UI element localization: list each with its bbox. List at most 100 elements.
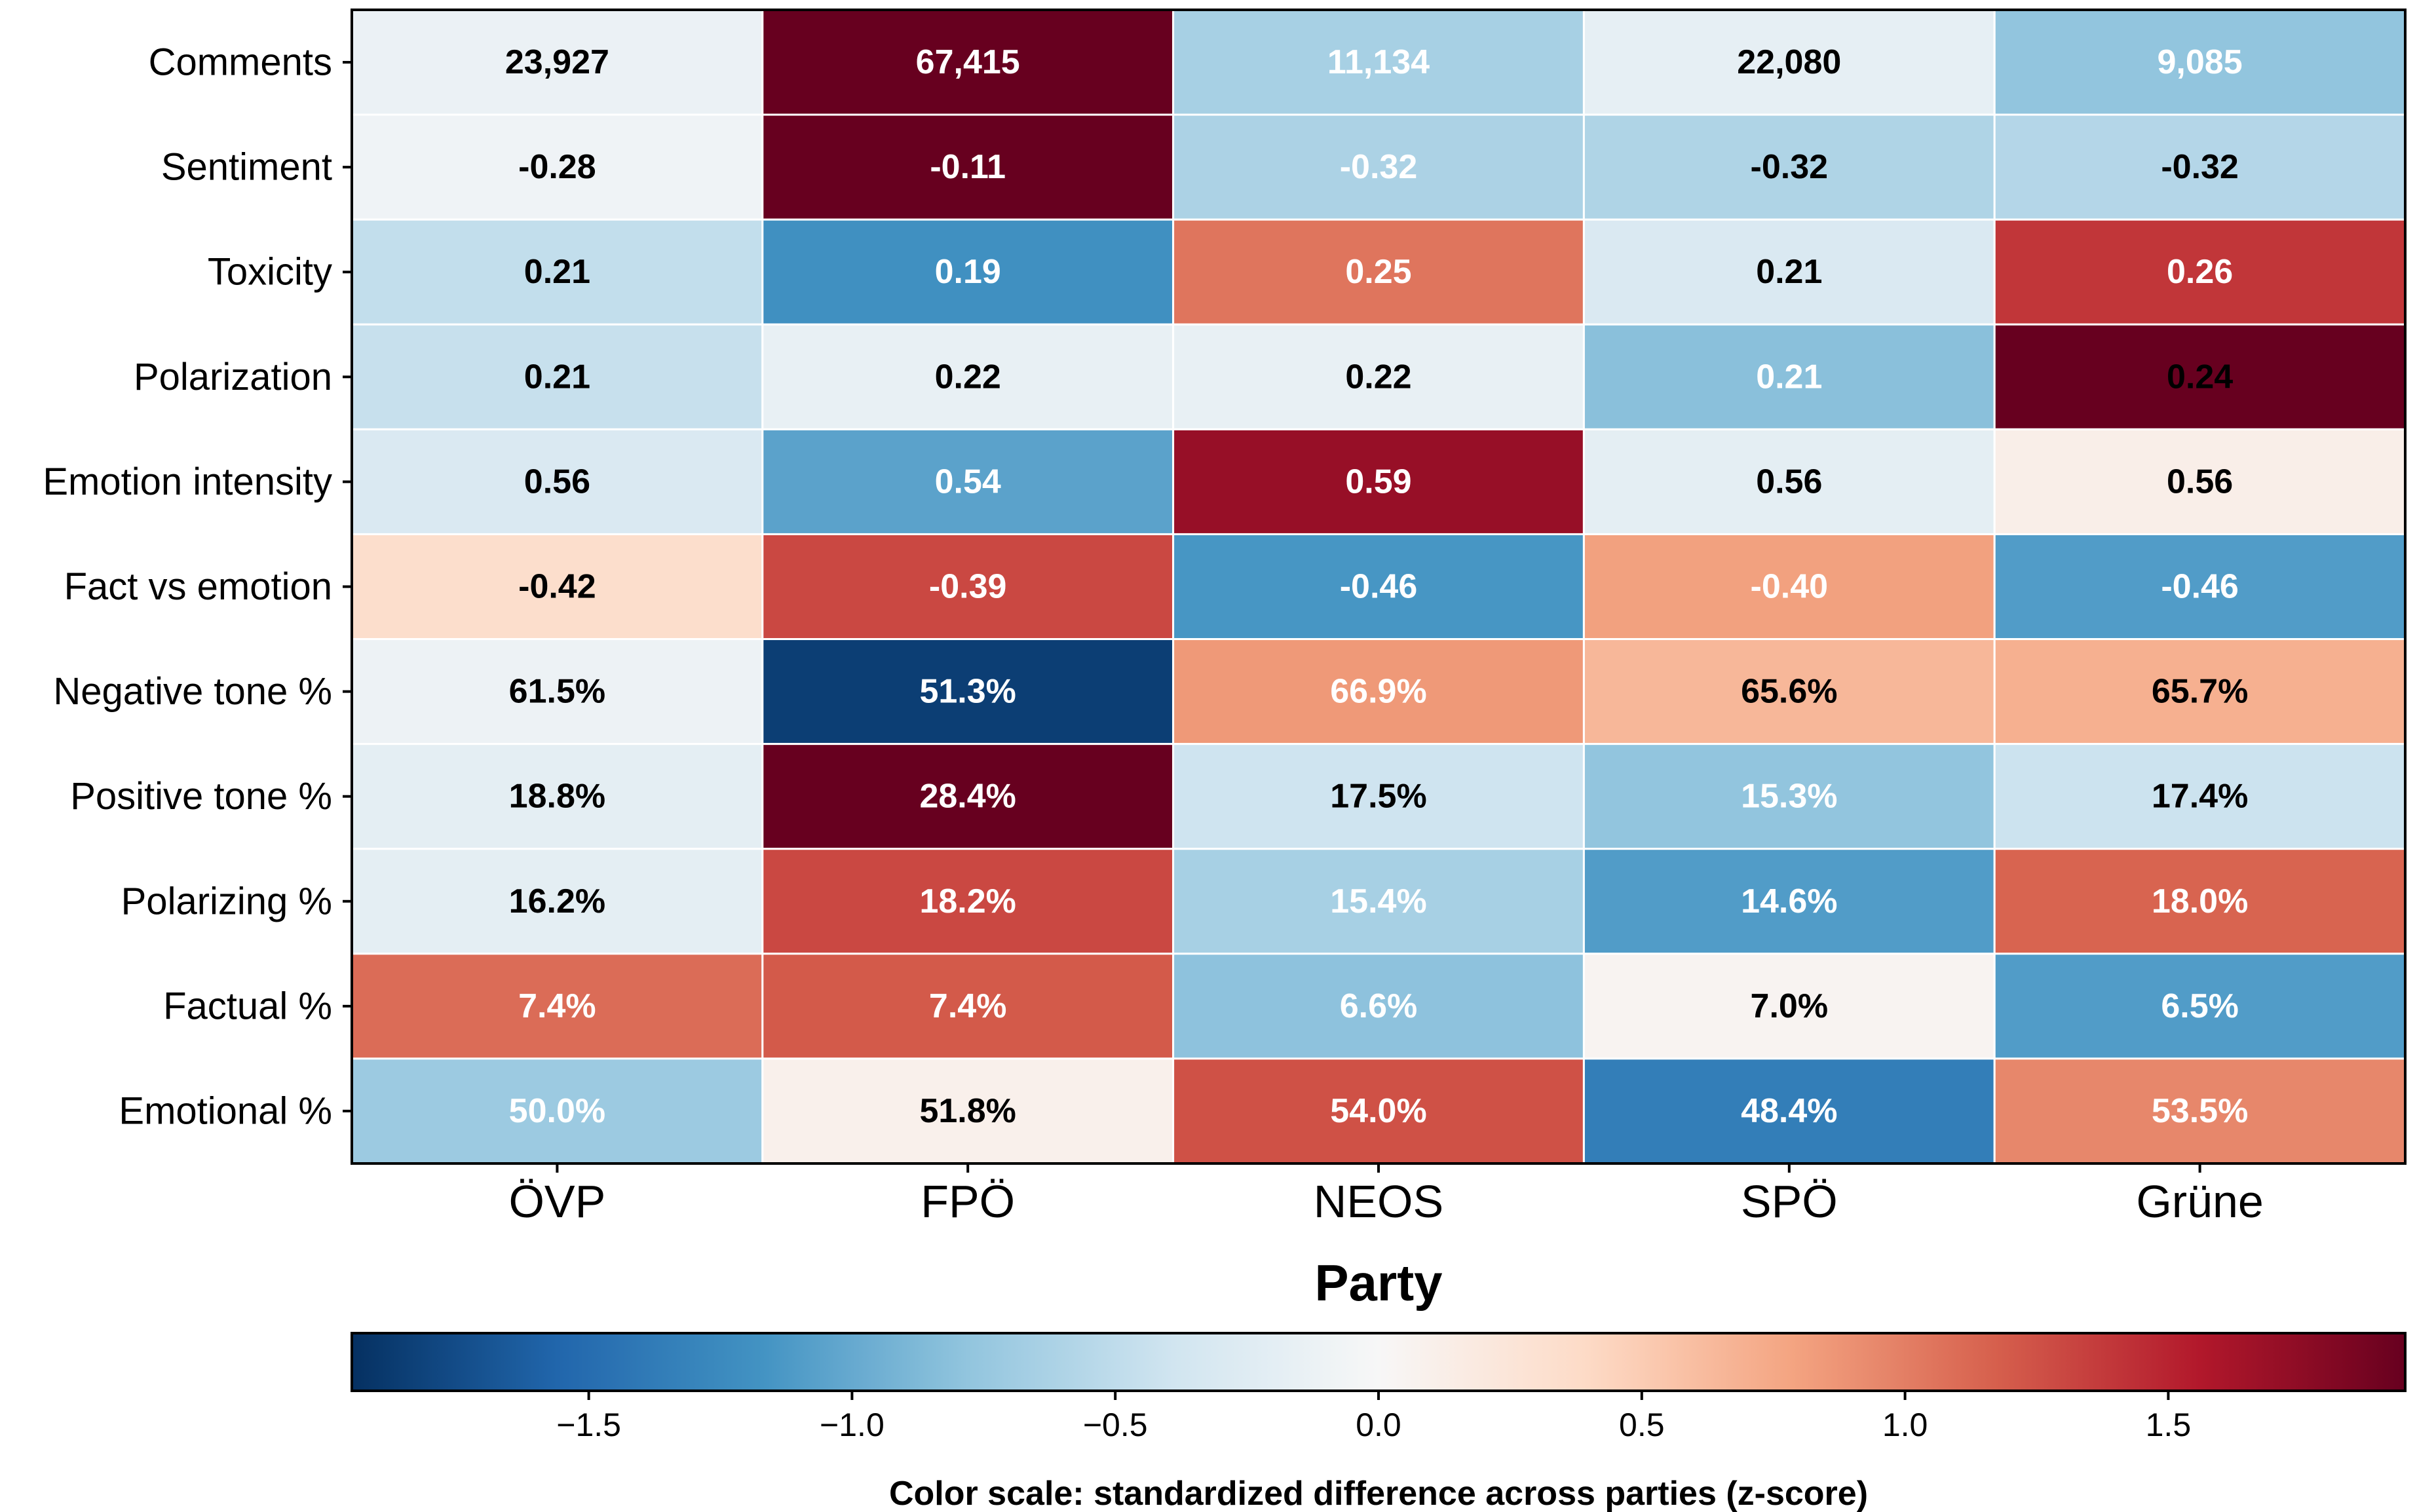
colorbar-tick-label: −0.5: [1083, 1407, 1148, 1443]
cell-value-label: 7.4%: [518, 987, 596, 1025]
x-axis-label: Party: [1314, 1254, 1442, 1312]
heatmap-cell: [761, 848, 1175, 955]
cell-value-label: 51.3%: [919, 673, 1016, 711]
x-tick-label: Grüne: [2136, 1176, 2264, 1227]
cell-value-label: 11,134: [1327, 43, 1430, 81]
cell-value-label: 17.5%: [1330, 778, 1426, 816]
y-tick-label: Comments: [149, 41, 332, 84]
cell-value-label: 22,080: [1737, 43, 1841, 81]
cell-value-label: 0.24: [2167, 358, 2233, 396]
cell-value-label: 6.5%: [2161, 987, 2239, 1025]
cell-value-label: 0.59: [1345, 463, 1411, 501]
y-tick-label: Negative tone %: [53, 670, 332, 713]
heatmap-cell: [351, 638, 764, 746]
cell-value-label: 51.8%: [919, 1092, 1016, 1130]
cell-value-label: -0.46: [2161, 568, 2239, 606]
colorbar-tick-label: 0.5: [1619, 1407, 1665, 1443]
cell-value-label: -0.46: [1340, 568, 1418, 606]
cell-value-label: 6.6%: [1340, 987, 1418, 1025]
heatmap-cell: [1993, 953, 2407, 1060]
heatmap-cell: [1582, 743, 1996, 850]
heatmap-cell: [351, 9, 764, 116]
heatmap-cell: [1582, 9, 1996, 116]
colorbar-tick-label: 1.0: [1882, 1407, 1928, 1443]
cell-value-label: 9,085: [2158, 43, 2243, 81]
cell-value-label: 14.6%: [1741, 882, 1837, 920]
y-tick-label: Emotional %: [119, 1089, 332, 1132]
cell-value-label: 0.19: [935, 253, 1001, 291]
colorbar-tick-label: −1.0: [820, 1407, 885, 1443]
y-tick-label: Toxicity: [208, 251, 332, 293]
heatmap-cell: [761, 218, 1175, 326]
cell-value-label: 66.9%: [1330, 673, 1426, 711]
heatmap-cell: [1582, 953, 1996, 1060]
cell-value-label: 18.0%: [2152, 882, 2248, 920]
cell-value-label: 7.0%: [1751, 987, 1829, 1025]
cell-value-label: -0.32: [2161, 148, 2239, 186]
colorbar-tick-label: −1.5: [556, 1407, 621, 1443]
cell-value-label: 0.56: [1756, 463, 1822, 501]
cell-value-label: -0.28: [518, 148, 596, 186]
heatmap-cell: [1172, 533, 1585, 641]
cell-value-label: 15.3%: [1741, 778, 1837, 816]
x-tick-label: FPÖ: [921, 1176, 1015, 1227]
cell-value-label: 0.56: [2167, 463, 2233, 501]
cell-value-label: 15.4%: [1330, 882, 1426, 920]
heatmap-cell: [1582, 1057, 1996, 1165]
cell-value-label: 65.7%: [2152, 673, 2248, 711]
y-tick-label: Positive tone %: [70, 775, 332, 818]
cell-value-label: -0.42: [518, 568, 596, 606]
heatmap-cell: [351, 428, 764, 535]
heatmap-cell: [1582, 218, 1996, 326]
y-tick-label: Polarization: [134, 356, 332, 398]
cell-value-label: 16.2%: [509, 882, 605, 920]
heatmap-cell: [1993, 743, 2407, 850]
x-tick-label: NEOS: [1314, 1176, 1443, 1227]
cell-value-label: 65.6%: [1741, 673, 1837, 711]
heatmap-cell: [1993, 638, 2407, 746]
cell-value-label: 48.4%: [1741, 1092, 1837, 1130]
colorbar-label: Color scale: standardized difference acr…: [889, 1475, 1868, 1512]
heatmap-cell: [1993, 9, 2407, 116]
cell-value-label: 0.54: [935, 463, 1001, 501]
heatmap-cell: [761, 953, 1175, 1060]
cell-value-label: 18.8%: [509, 778, 605, 816]
cell-value-label: 0.22: [935, 358, 1001, 396]
heatmap-cell: [351, 1057, 764, 1165]
cell-value-label: 18.2%: [919, 882, 1016, 920]
heatmap-cell: [1172, 953, 1585, 1060]
heatmap-cell: [1993, 1057, 2407, 1165]
heatmap-cell: [761, 533, 1175, 641]
cell-value-label: 0.21: [1756, 358, 1822, 396]
y-tick-label: Polarizing %: [121, 880, 332, 922]
heatmap-cell: [1993, 428, 2407, 535]
cell-value-label: -0.32: [1751, 148, 1829, 186]
colorbar-tick-label: 1.5: [2146, 1407, 2192, 1443]
cell-value-label: 61.5%: [509, 673, 605, 711]
heatmap-cell: [761, 428, 1175, 535]
cell-value-label: 7.4%: [929, 987, 1007, 1025]
cell-value-label: 0.26: [2167, 253, 2233, 291]
heatmap-cell: [351, 953, 764, 1060]
y-tick-label: Factual %: [163, 985, 332, 1027]
x-tick-label: SPÖ: [1741, 1176, 1838, 1227]
y-tick-label: Fact vs emotion: [64, 565, 332, 608]
heatmap-cell: [1993, 323, 2407, 430]
heatmap-cell: [1172, 743, 1585, 850]
cell-value-label: 17.4%: [2152, 778, 2248, 816]
cell-value-label: 28.4%: [919, 778, 1016, 816]
heatmap-cell: [1172, 218, 1585, 326]
cell-value-label: 54.0%: [1330, 1092, 1426, 1130]
cell-value-label: 0.56: [524, 463, 590, 501]
cell-value-label: 0.22: [1345, 358, 1411, 396]
heatmap-cell: [761, 743, 1175, 850]
cell-value-label: 50.0%: [509, 1092, 605, 1130]
cell-value-label: 0.21: [524, 358, 590, 396]
cell-value-label: -0.39: [929, 568, 1007, 606]
cell-value-label: 23,927: [505, 43, 609, 81]
cell-value-label: 67,415: [916, 43, 1020, 81]
heatmap-cell: [1582, 533, 1996, 641]
heatmap-cell: [351, 743, 764, 850]
